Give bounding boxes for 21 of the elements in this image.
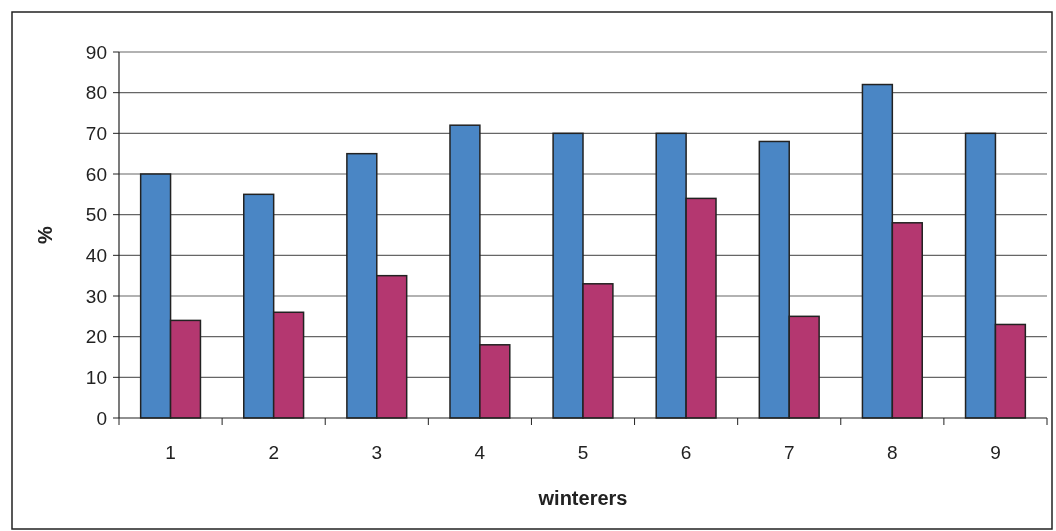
y-tick-label: 50: [85, 204, 107, 226]
x-tick-label: 2: [268, 442, 279, 463]
y-tick-label: 10: [85, 366, 107, 388]
x-tick-label: 9: [990, 442, 1001, 463]
y-tick-label: 30: [85, 285, 107, 307]
y-axis-title: %: [34, 225, 56, 244]
x-axis-title: winterers: [537, 487, 628, 509]
y-tick-label: 40: [85, 244, 107, 266]
x-tick-label: 4: [474, 442, 486, 463]
x-tick-label: 3: [371, 442, 383, 463]
y-tick-label: 70: [85, 122, 107, 144]
y-tick-label: 60: [85, 163, 107, 185]
y-tick-label: 20: [85, 326, 107, 348]
x-tick-label: 5: [577, 442, 589, 463]
x-tick-label: 8: [887, 442, 898, 463]
x-tick-label: 7: [783, 442, 795, 463]
x-tick-label: 1: [165, 442, 176, 463]
y-tick-label: 90: [85, 41, 107, 63]
x-tick-label: 6: [680, 442, 692, 463]
y-tick-label: 80: [85, 82, 107, 104]
y-tick-label: 0: [96, 407, 107, 429]
